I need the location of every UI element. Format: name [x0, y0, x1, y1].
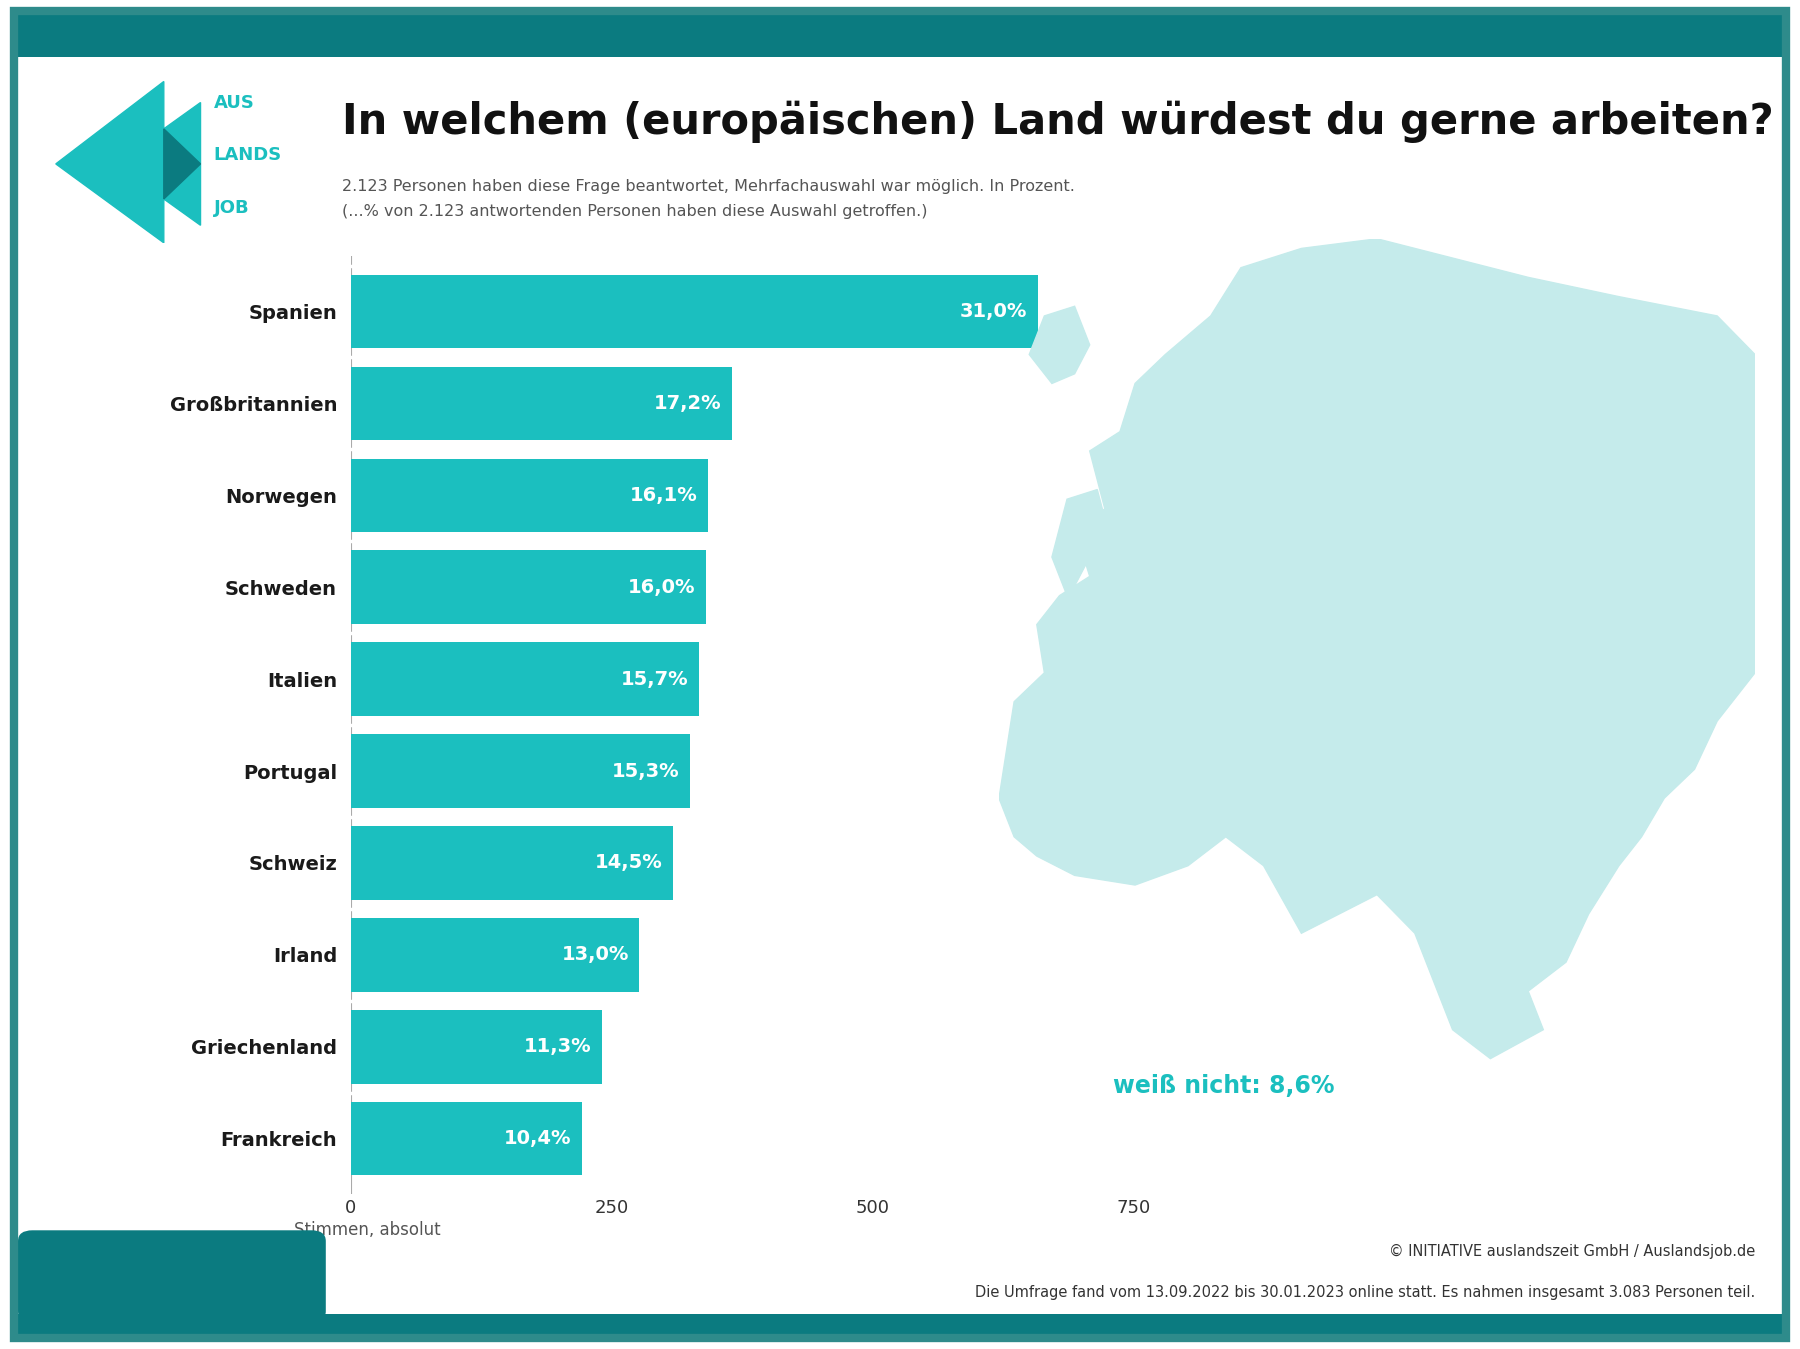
Polygon shape — [1030, 306, 1089, 383]
Text: 31,0%: 31,0% — [959, 302, 1028, 321]
Text: AUS: AUS — [214, 93, 254, 112]
Bar — [351, 642, 698, 716]
Bar — [351, 1010, 601, 1083]
Text: 2.123 Personen haben diese Frage beantwortet, Mehrfachauswahl war möglich. In Pr: 2.123 Personen haben diese Frage beantwo… — [342, 178, 1075, 194]
Bar — [351, 550, 706, 625]
Bar — [351, 734, 689, 808]
Text: Stimmen, absolut: Stimmen, absolut — [293, 1221, 441, 1240]
Polygon shape — [164, 130, 200, 200]
Bar — [351, 826, 673, 900]
Text: 17,2%: 17,2% — [653, 394, 722, 413]
Text: JOB: JOB — [214, 198, 248, 217]
Text: 14,5%: 14,5% — [594, 854, 662, 873]
Text: (...% von 2.123 antwortenden Personen haben diese Auswahl getroffen.): (...% von 2.123 antwortenden Personen ha… — [342, 204, 927, 220]
Bar — [351, 919, 639, 992]
Text: 15,7%: 15,7% — [621, 669, 688, 688]
Polygon shape — [1051, 490, 1105, 596]
Bar — [351, 275, 1039, 348]
Text: 10,4%: 10,4% — [504, 1129, 571, 1148]
Text: 13,0%: 13,0% — [562, 946, 628, 965]
Text: Die Umfrage fand vom 13.09.2022 bis 30.01.2023 online statt. Es nahmen insgesamt: Die Umfrage fand vom 13.09.2022 bis 30.0… — [976, 1284, 1755, 1300]
Text: weiß nicht: 8,6%: weiß nicht: 8,6% — [1112, 1074, 1336, 1098]
Text: 15,3%: 15,3% — [612, 762, 680, 781]
Polygon shape — [56, 81, 200, 243]
Bar — [351, 367, 733, 440]
Text: 11,3%: 11,3% — [524, 1037, 590, 1056]
Text: UMFRAGE 2022/23: UMFRAGE 2022/23 — [65, 1267, 281, 1286]
Polygon shape — [999, 239, 1755, 1059]
Text: In welchem (europäischen) Land würdest du gerne arbeiten?: In welchem (europäischen) Land würdest d… — [342, 100, 1773, 143]
Bar — [351, 1102, 581, 1175]
Text: © INITIATIVE auslandszeit GmbH / Auslandsjob.de: © INITIATIVE auslandszeit GmbH / Ausland… — [1390, 1244, 1755, 1260]
Text: 16,1%: 16,1% — [630, 486, 698, 505]
Bar — [351, 459, 707, 532]
Text: LANDS: LANDS — [214, 146, 283, 165]
Text: 16,0%: 16,0% — [628, 577, 695, 596]
